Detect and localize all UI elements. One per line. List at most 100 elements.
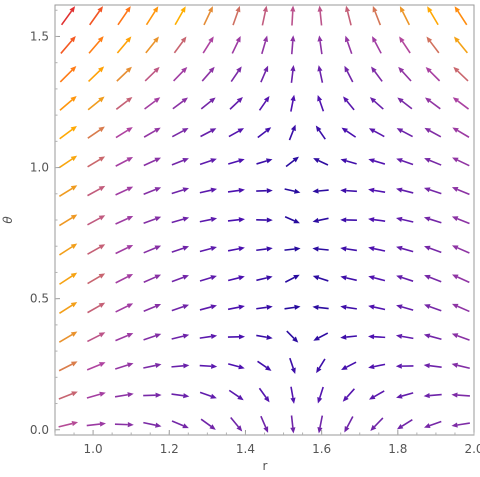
vector-arrow: [202, 36, 214, 54]
vector-arrow: [227, 334, 246, 340]
arrow-head: [372, 36, 378, 43]
arrow-head: [70, 185, 78, 191]
vector-arrow: [398, 66, 412, 82]
arrow-head: [210, 216, 218, 222]
arrow-head: [397, 97, 404, 104]
vector-arrow: [60, 6, 76, 26]
arrow-shaft: [401, 40, 411, 54]
arrow-head: [451, 216, 459, 222]
arrow-head: [424, 423, 431, 429]
arrow-head: [266, 275, 273, 281]
vector-arrow: [143, 216, 162, 225]
arrow-shaft: [143, 218, 156, 225]
vector-arrow: [396, 392, 414, 399]
arrow-shaft: [374, 11, 382, 26]
arrow-head: [69, 6, 76, 13]
arrow-shaft: [373, 306, 386, 311]
arrow-shaft: [115, 188, 129, 196]
x-tick-label: 1.4: [236, 442, 255, 456]
arrow-shaft: [116, 70, 129, 82]
vector-arrow: [114, 422, 134, 428]
arrow-shaft: [59, 246, 73, 256]
arrow-head: [452, 157, 459, 163]
arrow-head: [181, 66, 188, 74]
arrow-head: [340, 275, 347, 281]
vector-arrow: [143, 187, 162, 195]
vector-arrow: [258, 95, 270, 111]
vector-arrow: [368, 158, 386, 165]
arrow-shaft: [87, 99, 101, 111]
arrow-shaft: [457, 100, 470, 110]
arrow-head: [238, 187, 245, 194]
arrow-head: [424, 274, 431, 280]
vector-arrow: [423, 216, 442, 224]
arrow-head: [427, 6, 433, 13]
arrow-head: [182, 304, 190, 310]
arrow-head: [451, 422, 458, 428]
vector-arrow: [145, 36, 159, 54]
arrow-head: [208, 66, 215, 74]
arrow-shaft: [401, 306, 414, 311]
vector-arrow: [173, 66, 188, 82]
arrow-head: [452, 97, 460, 103]
vector-arrow: [424, 157, 442, 166]
vector-arrow: [171, 245, 190, 253]
arrow-head: [182, 187, 190, 193]
vector-arrow: [256, 217, 273, 223]
arrow-head: [345, 5, 351, 13]
arrow-shaft: [346, 130, 357, 138]
arrow-shaft: [89, 10, 101, 26]
arrow-shaft: [256, 248, 267, 252]
vector-arrow: [115, 215, 134, 225]
arrow-head: [368, 334, 375, 340]
vector-arrow: [59, 96, 77, 111]
arrow-head: [126, 333, 134, 338]
vector-arrow: [232, 5, 241, 26]
vector-arrow: [317, 5, 323, 26]
arrow-shaft: [256, 306, 267, 310]
arrow-head: [126, 273, 134, 280]
vector-arrow: [369, 97, 384, 110]
vector-arrow: [425, 66, 441, 82]
vector-arrow: [290, 415, 296, 434]
arrow-shaft: [229, 100, 240, 110]
vector-arrow: [451, 392, 470, 398]
arrow-head: [210, 187, 218, 193]
arrow-shaft: [401, 218, 414, 223]
vector-arrow: [424, 127, 442, 138]
arrow-shaft: [58, 393, 73, 400]
vector-arrow: [399, 36, 411, 54]
arrow-head: [126, 215, 134, 221]
arrow-shaft: [59, 275, 73, 285]
vector-arrow: [453, 66, 469, 82]
arrow-shaft: [373, 218, 386, 222]
arrow-shaft: [171, 130, 184, 138]
vector-arrow: [260, 415, 269, 433]
arrow-shaft: [457, 422, 470, 426]
arrow-head: [98, 156, 106, 162]
arrow-shaft: [58, 216, 73, 227]
vector-arrow: [312, 275, 329, 282]
vector-arrow: [199, 275, 217, 282]
arrow-head: [368, 217, 375, 223]
arrow-shaft: [318, 358, 326, 369]
arrow-shaft: [115, 217, 129, 225]
arrow-shaft: [429, 420, 442, 427]
arrow-head: [313, 158, 320, 164]
vector-arrow: [396, 419, 413, 430]
arrow-shaft: [143, 335, 156, 341]
arrow-head: [70, 272, 78, 279]
vector-arrow: [144, 97, 161, 110]
arrow-shaft: [401, 276, 414, 282]
vector-arrow: [87, 96, 105, 111]
arrow-shaft: [401, 189, 414, 194]
vector-arrow: [143, 245, 162, 254]
arrow-shaft: [319, 41, 323, 55]
vector-arrow: [340, 217, 357, 223]
vector-arrow: [257, 360, 272, 371]
arrow-head: [396, 187, 403, 193]
x-axis-label: r: [263, 459, 268, 473]
arrow-shaft: [143, 364, 156, 369]
arrow-head: [182, 245, 190, 251]
arrow-shaft: [290, 70, 294, 83]
